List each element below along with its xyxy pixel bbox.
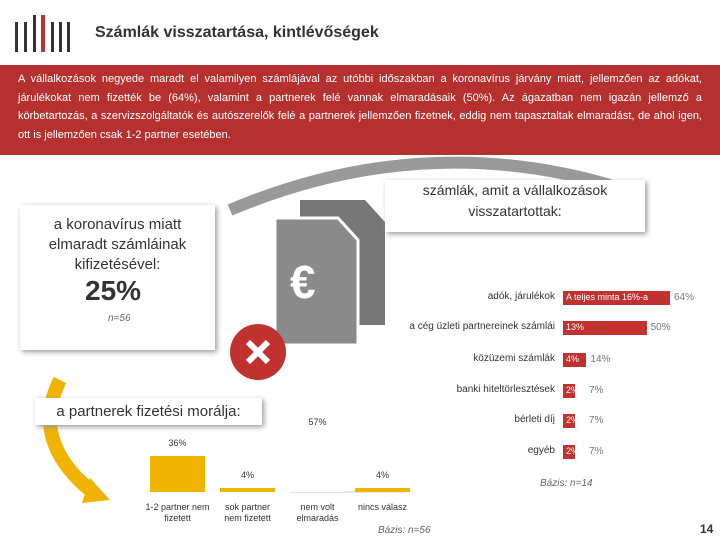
value-label: 36% — [168, 438, 187, 448]
chart-title: számlák, amit a vállalkozások visszatart… — [385, 180, 645, 232]
bar — [563, 445, 575, 459]
category-label: sok partner nem fizetett — [224, 502, 271, 523]
document-icon: € — [230, 200, 385, 380]
value-label: 4% — [375, 470, 389, 480]
sample-label: 2% — [566, 385, 580, 395]
value-label: 7% — [589, 446, 604, 457]
logo — [15, 15, 70, 52]
stat-text: a koronavírus miatt elmaradt számláinak … — [48, 216, 187, 273]
sample-label: 2% — [566, 446, 580, 456]
bar — [563, 321, 647, 335]
stat-box: a koronavírus miatt elmaradt számláinak … — [20, 205, 215, 350]
value-label: 64% — [674, 292, 695, 303]
category-label: a cég üzleti partnereinek számlái — [409, 321, 555, 332]
category-label: bérleti díj — [514, 414, 555, 425]
intro-band — [0, 65, 720, 155]
category-label: közüzemi számlák — [473, 353, 555, 364]
bar — [290, 435, 345, 492]
arrow — [43, 376, 95, 496]
stat-value: 25% — [85, 275, 142, 306]
category-label: banki hiteltörlesztések — [456, 384, 555, 395]
sample-label: 2% — [566, 415, 580, 425]
chart-title: a partnerek fizetési morálja: — [35, 398, 262, 425]
stat-base: n=56 — [108, 313, 131, 324]
category-label: nincs válasz — [357, 502, 408, 512]
arrow-head — [82, 478, 110, 503]
base-note: Bázis: n=56 — [378, 525, 431, 536]
bar — [355, 488, 410, 492]
sample-label: 4% — [566, 354, 580, 364]
category-label: 1-2 partner nem fizetett — [145, 502, 210, 523]
value-label: 4% — [240, 470, 254, 480]
intro-text: A vállalkozások negyede maradt el valami… — [18, 73, 702, 141]
svg-text:€: € — [290, 256, 316, 308]
value-label: 7% — [589, 415, 604, 426]
bar — [563, 291, 670, 305]
category-label: egyéb — [527, 445, 555, 456]
value-label: 14% — [590, 354, 611, 365]
bar — [563, 384, 575, 398]
sample-label: A teljes minta 16%-a — [566, 292, 649, 302]
value-label: 50% — [650, 322, 671, 333]
arrow — [227, 156, 612, 216]
bar — [220, 488, 275, 492]
value-label: 57% — [308, 417, 327, 427]
category-label: nem volt elmaradás — [296, 502, 339, 523]
category-label: adók, járulékok — [487, 291, 555, 302]
page-number: 14 — [700, 522, 714, 536]
title: Számlák visszatartása, kintlévőségek — [95, 24, 379, 41]
sample-label: 13% — [566, 322, 585, 332]
bar — [150, 456, 205, 492]
base-note: Bázis: n=14 — [540, 478, 593, 489]
bar — [563, 414, 575, 428]
bar — [563, 353, 587, 367]
value-label: 7% — [589, 385, 604, 396]
